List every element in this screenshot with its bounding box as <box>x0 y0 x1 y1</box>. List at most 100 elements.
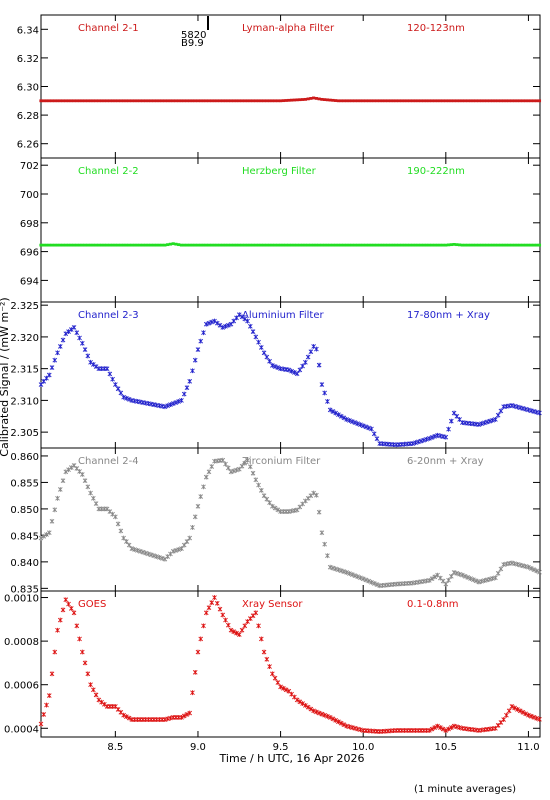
data-point <box>482 420 487 426</box>
data-point <box>278 99 283 103</box>
data-point <box>79 649 85 655</box>
data-point <box>336 99 341 103</box>
data-point <box>113 243 117 247</box>
data-point <box>91 243 95 247</box>
data-point <box>449 243 453 247</box>
data-point <box>188 243 192 247</box>
data-point <box>413 99 418 103</box>
data-point <box>325 399 330 404</box>
data-point <box>157 555 162 560</box>
data-point <box>433 99 437 103</box>
data-point <box>116 243 120 247</box>
data-point <box>303 243 307 247</box>
data-point <box>77 243 82 247</box>
data-point <box>457 243 462 247</box>
data-point <box>435 99 440 103</box>
data-point <box>506 708 512 714</box>
data-point <box>44 243 49 247</box>
data-point <box>363 577 369 583</box>
x-tick-label: 9.0 <box>190 742 206 753</box>
data-point <box>168 242 173 246</box>
data-point <box>228 469 234 475</box>
data-point <box>192 357 198 363</box>
data-point <box>300 701 305 706</box>
data-point <box>521 99 525 103</box>
data-point <box>94 243 98 247</box>
data-point <box>272 675 278 681</box>
data-point <box>529 99 533 103</box>
data-point <box>231 468 237 474</box>
data-point <box>369 99 374 103</box>
data-point <box>176 547 182 552</box>
data-point <box>444 99 448 103</box>
x-tick-label: 10.0 <box>352 742 374 753</box>
data-point <box>273 99 277 103</box>
data-point <box>342 99 346 103</box>
data-point <box>47 243 51 247</box>
data-point <box>49 518 55 524</box>
data-point <box>526 243 531 247</box>
data-point <box>480 243 484 247</box>
data-point <box>165 716 170 722</box>
data-point <box>537 99 542 103</box>
data-point <box>68 606 74 611</box>
data-point <box>446 726 451 732</box>
data-point <box>58 243 62 247</box>
data-point <box>284 243 288 247</box>
data-point <box>254 243 258 247</box>
data-point <box>198 494 204 499</box>
x-axis-label: Time / h UTC, 16 Apr 2026 <box>219 752 365 765</box>
data-point <box>188 99 192 103</box>
x-tick-label: 9.5 <box>273 742 289 753</box>
data-point <box>209 600 215 606</box>
data-point <box>171 242 175 246</box>
data-point <box>133 99 137 103</box>
data-point <box>162 717 168 722</box>
data-point <box>501 717 506 722</box>
data-point <box>330 409 336 414</box>
data-point <box>111 99 115 103</box>
data-point <box>474 243 478 247</box>
data-point <box>217 606 223 612</box>
data-point <box>531 409 537 414</box>
data-point <box>199 99 203 103</box>
data-point <box>88 490 93 496</box>
data-point <box>360 423 366 429</box>
data-point <box>537 410 542 416</box>
data-point <box>386 243 390 247</box>
data-point <box>206 469 212 475</box>
data-point <box>344 417 349 422</box>
data-point <box>278 684 283 690</box>
y-tick-label: 2.315 <box>10 365 39 376</box>
data-point <box>531 714 537 720</box>
data-point <box>163 243 167 247</box>
data-point <box>272 364 278 369</box>
y-tick-label: 0.850 <box>10 505 39 516</box>
data-point <box>528 713 534 719</box>
data-point <box>71 324 77 330</box>
data-point <box>334 243 338 247</box>
data-point <box>466 243 470 247</box>
y-tick-label: 0.855 <box>10 478 39 489</box>
data-point <box>303 359 308 365</box>
data-point <box>317 97 321 101</box>
data-point <box>316 710 322 716</box>
data-point <box>124 243 128 247</box>
data-point <box>498 408 504 414</box>
data-point <box>118 390 124 396</box>
data-point <box>421 437 427 443</box>
chart-panel-5: 0.0004 0.0006 0.0008 0.0010 8.5 9.0 9.5 10.0 10.… <box>4 590 542 753</box>
data-point <box>190 368 195 374</box>
data-point <box>323 243 327 247</box>
data-point <box>195 649 201 655</box>
data-point <box>449 99 453 103</box>
band-label: 6-20nm + Xray <box>407 456 484 467</box>
data-point <box>537 243 542 247</box>
data-point <box>267 500 272 506</box>
data-point <box>105 243 109 247</box>
data-point <box>502 99 506 103</box>
data-point <box>509 704 515 709</box>
data-point <box>438 99 442 103</box>
data-point <box>496 243 500 247</box>
y-tick-label: 0.0010 <box>4 594 39 605</box>
